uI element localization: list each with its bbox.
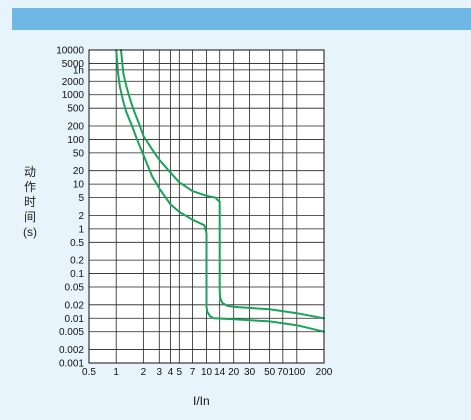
y-tick-label: 10: [73, 180, 85, 191]
y-tick-label: 0.002: [59, 345, 84, 356]
x-tick-label: 4: [168, 367, 174, 378]
x-tick-label: 0.5: [82, 367, 96, 378]
x-tick-label: 10: [201, 367, 213, 378]
y-tick-label: 1000: [62, 90, 85, 101]
y-tick-label: 500: [67, 104, 84, 115]
y-tick-label: 0.2: [70, 256, 84, 267]
series-line-1: [115, 49, 325, 333]
y-tick-label: 0.02: [65, 300, 85, 311]
y-axis-label: 动 作 时 间 (s): [18, 165, 42, 240]
y-tick-label: 0.1: [70, 269, 84, 280]
x-tick-label: 100: [288, 367, 305, 378]
x-tick-labels: 0.5 1 2 3 4 5 7 10 14 20 30 50 70 100 200: [82, 367, 333, 378]
y-axis-label-char: 时: [23, 195, 36, 209]
x-tick-label: 50: [264, 367, 276, 378]
y-tick-label: 5000: [62, 59, 85, 70]
x-tick-label: 7: [190, 367, 196, 378]
y-axis-label-char: 动: [23, 165, 36, 179]
y-tick-label: 0.005: [59, 327, 84, 338]
y-tick-label: 20: [73, 166, 85, 177]
header-bar: [12, 8, 471, 30]
plot-border: [88, 49, 325, 364]
x-tick-label: 2: [141, 367, 147, 378]
x-tick-label: 1: [113, 367, 119, 378]
x-tick-label: 14: [214, 367, 226, 378]
y-tick-label: 1h: [73, 65, 84, 76]
x-tick-label: 30: [244, 367, 256, 378]
y-axis-label-char: (s): [23, 225, 37, 239]
x-tick-label: 70: [277, 367, 289, 378]
y-tick-label: 1: [78, 224, 84, 235]
y-tick-label: 100: [67, 135, 84, 146]
y-tick-label: 0.01: [65, 314, 85, 325]
y-tick-label: 0.001: [59, 359, 84, 370]
x-tick-label: 20: [228, 367, 240, 378]
y-tick-label: 10000: [56, 46, 84, 57]
x-tick-label: 200: [316, 367, 333, 378]
y-tick-label: 2: [78, 211, 84, 222]
y-tick-label: 5: [78, 193, 84, 204]
y-axis-label-char: 作: [23, 180, 36, 194]
y-tick-label: 200: [67, 121, 84, 132]
y-tick-label: 2000: [62, 77, 85, 88]
series-group: [115, 49, 325, 333]
y-axis-label-char: 间: [23, 210, 36, 224]
y-tick-label: 0.5: [70, 238, 84, 249]
x-tick-label: 3: [156, 367, 162, 378]
series-line-2: [120, 49, 325, 320]
x-tick-label: 5: [177, 367, 183, 378]
y-tick-label: 50: [73, 148, 85, 159]
x-axis-label: I/In: [193, 394, 210, 408]
y-tick-label: 0.05: [65, 283, 85, 294]
